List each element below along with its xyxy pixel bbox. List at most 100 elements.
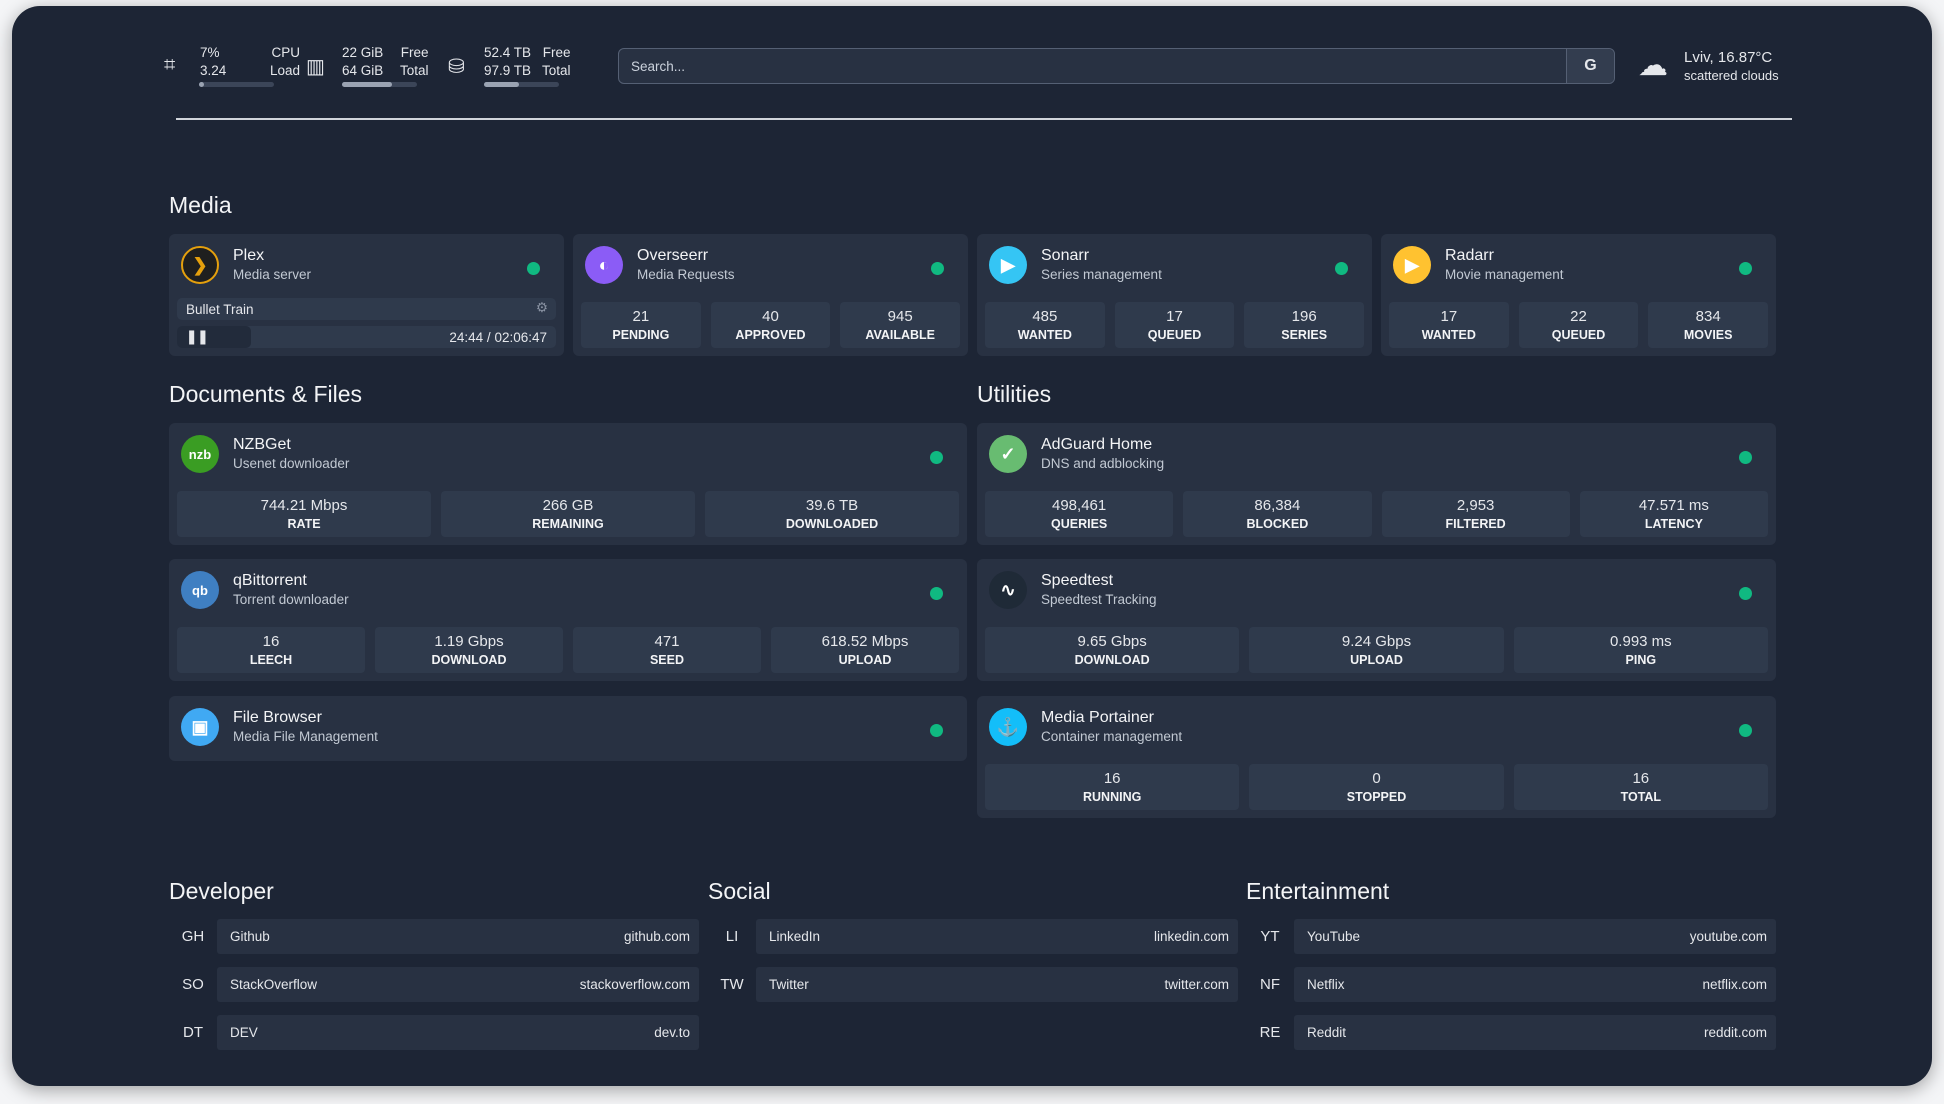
bookmark-name[interactable]: StackOverflow <box>230 977 318 992</box>
stat-filtered: 2,953 FILTERED <box>1381 491 1570 537</box>
disk-bar <box>484 82 559 87</box>
stream-settings-icon[interactable]: ⚙ <box>535 300 548 315</box>
bookmark-name[interactable]: YouTube <box>1307 929 1361 944</box>
nzbget-icon: nzb <box>181 435 219 473</box>
bookmark-name[interactable]: Twitter <box>769 977 809 992</box>
bookmark-abbr: GH <box>181 928 205 945</box>
stat-label: QUEUED <box>1551 328 1606 342</box>
radarr-icon: ▶ <box>1393 246 1431 284</box>
stat-series: 196 SERIES <box>1244 302 1365 348</box>
stat-running: 16 RUNNING <box>985 764 1240 810</box>
bookmark-netflix[interactable]: NF Netflix netflix.com <box>1246 967 1776 1002</box>
service-name: NZBGet <box>233 436 291 453</box>
stat-value: 86,384 <box>1254 497 1301 514</box>
service-card-qbittorrent[interactable]: qb qBittorrent Torrent downloader 16 LEECH 1.… <box>169 559 967 681</box>
bookmark-twitter[interactable]: TW Twitter twitter.com <box>708 967 1238 1002</box>
total-time: 02:06:47 <box>494 330 547 345</box>
bookmark-name[interactable]: Netflix <box>1307 977 1345 992</box>
stat-upload: 618.52 Mbps UPLOAD <box>771 627 959 673</box>
service-card-sonarr[interactable]: ▶ Sonarr Series management 485 WANTED 17 QUEUE… <box>977 234 1372 356</box>
free-label: Free <box>400 45 429 60</box>
service-description: Media Requests <box>637 267 735 282</box>
search-input[interactable] <box>619 58 1566 74</box>
service-name: Plex <box>233 247 265 264</box>
section-title-social: Social <box>708 878 771 904</box>
stat-value: 40 <box>762 308 779 325</box>
stat-value: 22 <box>1570 308 1587 325</box>
bookmark-abbr: LI <box>725 928 739 945</box>
free-label: Free <box>542 45 571 60</box>
service-card-speedtest[interactable]: ∿ Speedtest Speedtest Tracking 9.65 Gbps DOW… <box>977 559 1776 681</box>
bookmark-url[interactable]: youtube.com <box>1689 929 1767 944</box>
stat-value: 618.52 Mbps <box>821 633 909 650</box>
stat-value: 266 GB <box>542 497 594 514</box>
bookmark-name[interactable]: DEV <box>230 1025 258 1040</box>
search-provider-button[interactable]: G <box>1566 49 1614 83</box>
stat-label: LATENCY <box>1644 517 1703 531</box>
stat-label: DOWNLOAD <box>431 653 507 667</box>
service-description: Media server <box>233 267 312 282</box>
stat-value: 16 <box>1632 770 1650 787</box>
bookmark-url[interactable]: netflix.com <box>1702 977 1767 992</box>
bookmark-url[interactable]: github.com <box>623 929 690 944</box>
stat-label: RUNNING <box>1082 790 1142 804</box>
pause-icon[interactable]: ❚❚ <box>186 329 209 344</box>
service-description: Container management <box>1041 729 1183 744</box>
bookmark-name[interactable]: Reddit <box>1307 1025 1347 1040</box>
bookmark-url[interactable]: linkedin.com <box>1153 929 1229 944</box>
load-label: Load <box>270 63 301 78</box>
bookmark-linkedin[interactable]: LI LinkedIn linkedin.com <box>708 919 1238 954</box>
stat-label: MOVIES <box>1683 328 1733 342</box>
cpu-widget: ⌗ 7% 3.24 CPU Load <box>164 44 300 80</box>
ram-widget: ▥ 22 GiB 64 GiB Free Total <box>306 44 429 80</box>
bookmark-url[interactable]: dev.to <box>654 1025 690 1040</box>
bookmark-youtube[interactable]: YT YouTube youtube.com <box>1246 919 1776 954</box>
ram-bar <box>342 82 417 87</box>
stat-queued: 17 QUEUED <box>1114 302 1235 348</box>
stat-value: 834 <box>1695 308 1721 325</box>
stat-label: UPLOAD <box>1350 653 1403 667</box>
total-label: Total <box>400 63 429 78</box>
stat-stopped: 0 STOPPED <box>1249 764 1504 810</box>
stat-value: 0 <box>1372 770 1381 787</box>
bookmark-reddit[interactable]: RE Reddit reddit.com <box>1246 1015 1776 1050</box>
ram-free: 22 GiB <box>342 45 384 60</box>
service-card-nzbget[interactable]: nzb NZBGet Usenet downloader 744.21 Mbps RAT… <box>169 423 967 545</box>
status-dot <box>1739 262 1752 275</box>
bookmark-url[interactable]: twitter.com <box>1164 977 1229 992</box>
stat-label: QUERIES <box>1050 517 1108 531</box>
bookmark-stackoverflow[interactable]: SO StackOverflow stackoverflow.com <box>169 967 699 1002</box>
stat-total: 16 TOTAL <box>1513 764 1768 810</box>
bookmark-name[interactable]: Github <box>230 929 270 944</box>
bookmark-name[interactable]: LinkedIn <box>769 929 821 944</box>
stat-remaining: 266 GB REMAINING <box>441 491 695 537</box>
stat-label: BLOCKED <box>1246 517 1309 531</box>
status-dot <box>930 587 943 600</box>
stat-value: 9.24 Gbps <box>1341 633 1412 650</box>
bookmark-github[interactable]: GH Github github.com <box>169 919 699 954</box>
service-card-file-browser[interactable]: ▣ File Browser Media File Management <box>169 696 967 761</box>
bookmark-abbr: DT <box>183 1024 203 1041</box>
service-card-overseerr[interactable]: ◐ Overseerr Media Requests 21 PENDING 40 APPRO… <box>573 234 968 356</box>
status-dot <box>1739 451 1752 464</box>
stat-blocked: 86,384 BLOCKED <box>1183 491 1372 537</box>
stat-label: APPROVED <box>735 328 806 342</box>
stat-label: WANTED <box>1421 328 1476 342</box>
service-description: DNS and adblocking <box>1041 456 1165 471</box>
cloud-icon: ☁ <box>1638 49 1668 82</box>
plex-icon: ❯ <box>181 246 219 284</box>
ram-total: 64 GiB <box>342 63 384 78</box>
bookmark-url[interactable]: stackoverflow.com <box>579 977 690 992</box>
bookmark-url[interactable]: reddit.com <box>1703 1025 1767 1040</box>
service-card-plex[interactable]: ❯ Plex Media server Bullet Train ⚙ ❚❚ 24:… <box>169 234 564 356</box>
service-card-media-portainer[interactable]: ⚓ Media Portainer Container management 16 RU… <box>977 696 1776 818</box>
stat-label: SERIES <box>1281 328 1328 342</box>
service-name: Radarr <box>1445 247 1494 264</box>
stat-available: 945 AVAILABLE <box>840 302 961 348</box>
section-title-utilities: Utilities <box>977 381 1052 407</box>
service-card-radarr[interactable]: ▶ Radarr Movie management 17 WANTED 22 QUEUED 8… <box>1381 234 1776 356</box>
service-card-adguard-home[interactable]: ✓ AdGuard Home DNS and adblocking 498,461 QU… <box>977 423 1776 545</box>
bookmark-dev[interactable]: DT DEV dev.to <box>169 1015 699 1050</box>
stat-value: 21 <box>632 308 650 325</box>
total-label: Total <box>542 63 571 78</box>
